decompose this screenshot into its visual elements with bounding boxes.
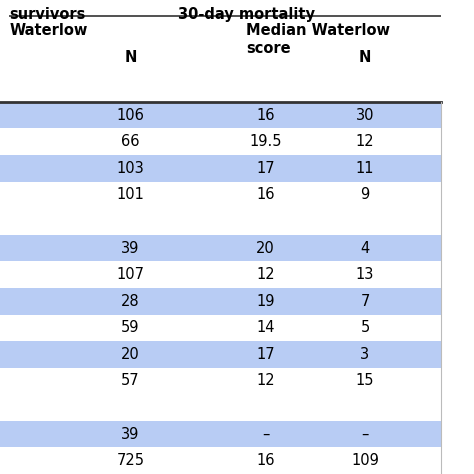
Bar [0,261,441,288]
Text: 66: 66 [121,134,140,149]
Text: 16: 16 [256,108,275,123]
Bar [0,315,441,341]
Text: N: N [359,50,371,65]
Text: 14: 14 [256,320,275,335]
Text: 57: 57 [121,374,140,389]
Text: 7: 7 [360,294,370,309]
Bar [0,155,441,182]
Text: 13: 13 [356,267,374,282]
Text: 17: 17 [256,347,275,362]
Text: 30-day mortality: 30-day mortality [178,7,315,22]
Text: 5: 5 [360,320,370,335]
Text: 15: 15 [356,374,374,389]
Text: 725: 725 [116,453,145,468]
Bar [0,128,441,155]
Text: 59: 59 [121,320,140,335]
Text: 20: 20 [121,347,140,362]
Text: 39: 39 [121,241,139,255]
Text: 103: 103 [117,161,144,176]
Text: 28: 28 [121,294,140,309]
Text: 3: 3 [360,347,370,362]
Text: 16: 16 [256,453,275,468]
Text: 16: 16 [256,187,275,202]
Bar [0,208,441,235]
Bar [0,368,441,394]
Text: 39: 39 [121,427,139,442]
Bar [0,288,441,315]
Text: 109: 109 [351,453,379,468]
Text: 17: 17 [256,161,275,176]
Text: 11: 11 [356,161,374,176]
Text: survivors: survivors [9,7,86,22]
Text: Waterlow: Waterlow [9,23,88,38]
Text: 12: 12 [256,374,275,389]
Bar [0,341,441,368]
Text: 101: 101 [117,187,144,202]
Text: N: N [124,50,137,65]
Text: –: – [361,427,369,442]
Text: 30: 30 [356,108,374,123]
Text: Median Waterlow
score: Median Waterlow score [246,23,391,56]
Bar [0,421,441,447]
Text: 19.5: 19.5 [249,134,282,149]
Text: 20: 20 [256,241,275,255]
Text: –: – [262,427,269,442]
Text: 107: 107 [116,267,145,282]
Bar [0,235,441,261]
Text: 106: 106 [117,108,144,123]
Text: 12: 12 [356,134,374,149]
Text: 19: 19 [256,294,275,309]
Bar [0,447,441,474]
Text: 9: 9 [360,187,370,202]
Text: 12: 12 [256,267,275,282]
Bar [0,394,441,421]
Bar [0,182,441,208]
Bar [0,102,441,128]
Text: 4: 4 [360,241,370,255]
